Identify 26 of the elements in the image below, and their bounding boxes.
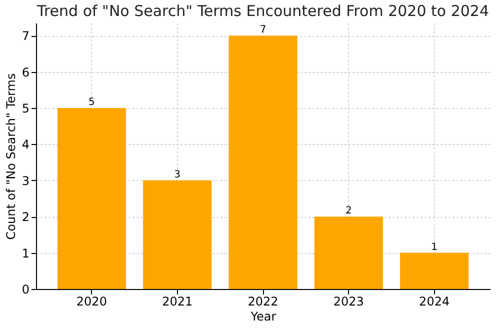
bar: [143, 180, 212, 289]
y-tick-label: 0: [22, 282, 30, 296]
y-tick-label: 1: [22, 246, 30, 260]
bar: [57, 108, 126, 289]
x-tick-label: 2024: [419, 294, 450, 308]
data-label: 1: [431, 242, 438, 253]
bar: [400, 252, 469, 289]
x-tick-label: 2022: [248, 294, 278, 308]
x-tick-label: 2021: [162, 294, 193, 308]
x-axis-title: Year: [250, 310, 276, 324]
data-label: 5: [88, 97, 95, 108]
data-label: 2: [345, 206, 352, 217]
y-tick-label: 7: [22, 29, 30, 44]
y-tick-label: 2: [22, 210, 30, 224]
data-label: 7: [260, 24, 266, 36]
y-tick-label: 3: [22, 174, 30, 188]
y-tick-label: 4: [22, 138, 30, 152]
x-tick-label: 2020: [76, 294, 107, 308]
chart-title: Trend of "No Search" Terms Encountered From 2020 to 2024: [36, 2, 490, 20]
x-tick-label: 2023: [333, 294, 364, 308]
data-label: 3: [174, 169, 181, 180]
y-tick-label: 5: [22, 102, 30, 116]
y-tick-label: 6: [22, 65, 30, 80]
y-axis-title: Count of "No Search" Terms: [4, 73, 18, 240]
bar: [314, 216, 383, 289]
bar: [228, 36, 298, 289]
